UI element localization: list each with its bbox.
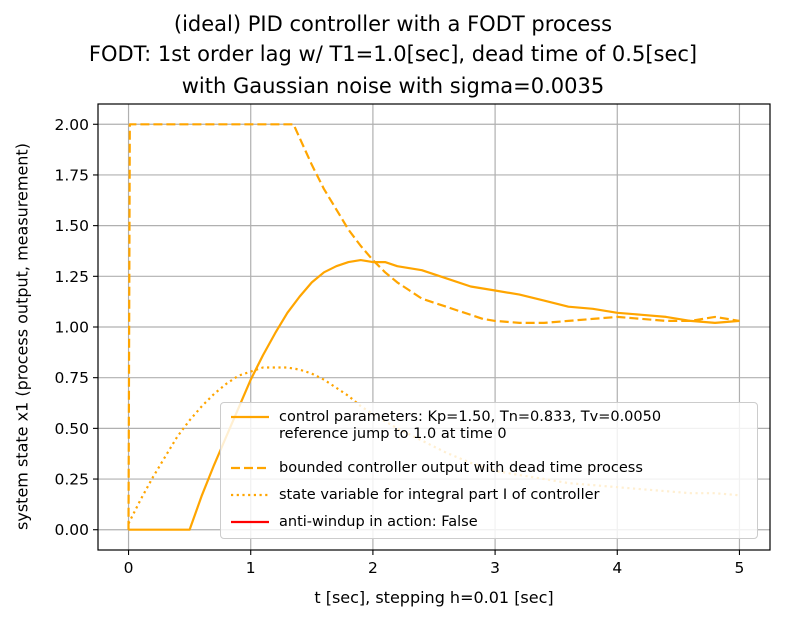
legend-swatch (231, 415, 269, 419)
series-line-3 (127, 366, 740, 525)
legend-label: bounded controller output with dead time… (279, 460, 643, 476)
y-tick-label: 1.00 (54, 319, 89, 337)
legend-swatch (231, 466, 269, 470)
legend-swatch (231, 520, 269, 524)
y-axis-label: system state x1 (process output, measure… (12, 143, 32, 530)
series-line-2 (127, 123, 740, 530)
legend-swatch (231, 493, 269, 497)
x-axis-label: t [sec], stepping h=0.01 [sec] (314, 588, 554, 607)
chart-title: (ideal) PID controller with a FODT proce… (173, 12, 613, 36)
x-tick-label: 1 (246, 559, 256, 577)
legend-label: anti-windup in action: False (279, 514, 478, 530)
y-tick-label: 1.25 (54, 268, 89, 286)
series-line-1 (128, 259, 740, 531)
legend-entry-1: control parameters: Kp=1.50, Tn=0.833, T… (221, 409, 757, 445)
x-tick-label: 4 (612, 559, 622, 577)
y-tick-label: 2.00 (54, 116, 89, 134)
x-tick-label: 3 (490, 559, 500, 577)
y-tick-label: 0.50 (54, 420, 89, 438)
y-tick-label: 0.00 (54, 521, 89, 539)
legend-label: state variable for integral part I of co… (279, 487, 600, 503)
y-tick-label: 1.75 (54, 166, 89, 184)
x-tick-label: 2 (368, 559, 378, 577)
legend: control parameters: Kp=1.50, Tn=0.833, T… (220, 402, 758, 539)
y-tick-label: 1.50 (54, 217, 89, 235)
legend-entry-4: anti-windup in action: False (221, 514, 757, 533)
x-tick-label: 0 (124, 559, 134, 577)
legend-label: control parameters: Kp=1.50, Tn=0.833, T… (279, 409, 662, 442)
chart-subtitle-2: with Gaussian noise with sigma=0.0035 (181, 74, 605, 98)
legend-entry-3: state variable for integral part I of co… (221, 487, 757, 506)
y-tick-label: 0.75 (54, 369, 89, 387)
chart-subtitle-1: FODT: 1st order lag w/ T1=1.0[sec], dead… (88, 42, 698, 66)
y-tick-label: 0.25 (54, 471, 89, 489)
legend-entry-2: bounded controller output with dead time… (221, 460, 757, 479)
x-tick-label: 5 (735, 559, 745, 577)
